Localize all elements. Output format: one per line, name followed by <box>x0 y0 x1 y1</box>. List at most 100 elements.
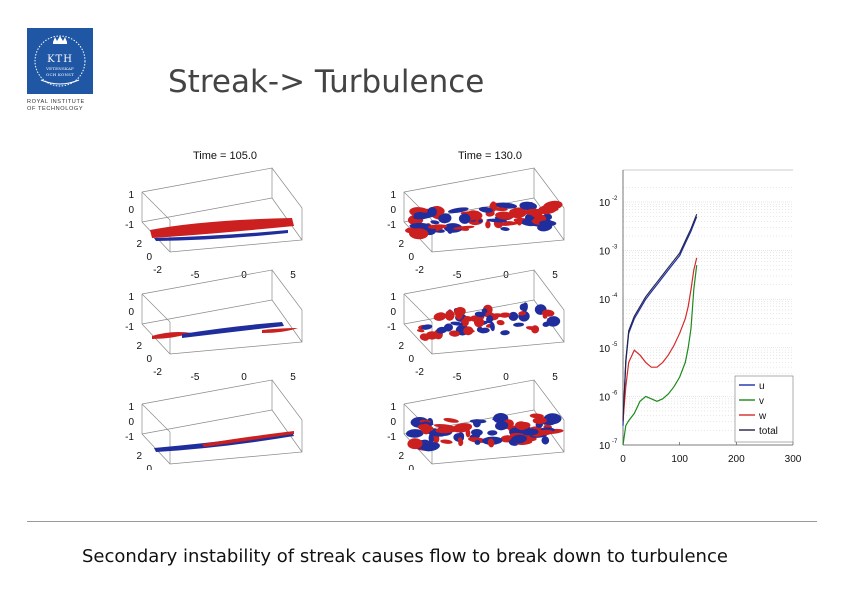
turbulent-structure-blue <box>495 202 518 209</box>
y-tick-label: 0 <box>146 252 152 263</box>
y-tick-label: 10 <box>599 295 611 306</box>
column-title-1: Time = 105.0 <box>193 150 257 162</box>
x-tick-label: 0 <box>620 454 626 465</box>
turbulent-structure-blue <box>500 227 510 231</box>
x-tick-label: 200 <box>728 454 745 465</box>
legend-box <box>734 375 794 443</box>
z-tick-label: 1 <box>128 402 134 413</box>
kth-logo: KTH VETENSKAP OCH KONST <box>27 28 93 94</box>
x-tick-label: 5 <box>290 270 296 281</box>
turbulent-structure-red <box>407 438 423 450</box>
y-tick-label: 10 <box>599 392 611 403</box>
box-front-edge <box>141 269 303 355</box>
turbulent-structure-blue <box>489 321 495 332</box>
series-line-u <box>622 216 698 426</box>
y-tick-label: 10 <box>599 198 611 209</box>
x-tick-label: 5 <box>290 372 296 383</box>
turbulent-structure-blue <box>543 413 562 425</box>
x-tick-label: 5 <box>552 372 558 383</box>
turbulent-structure-red <box>529 413 544 419</box>
y-tick-label: -2 <box>415 367 424 378</box>
logo-wordmark: KTH <box>47 54 73 65</box>
turbulent-structure-red <box>419 333 430 341</box>
turbulent-structure-red <box>495 211 514 220</box>
streak-isosurface-red <box>262 328 298 333</box>
z-tick-label: 0 <box>128 417 134 428</box>
turbulent-structure-red <box>421 423 431 435</box>
z-tick-label: 1 <box>390 190 396 201</box>
turbulent-structure-blue <box>541 436 550 445</box>
z-tick-label: -1 <box>125 220 134 231</box>
streak-isosurface-red <box>150 218 294 238</box>
x-tick-label: 0 <box>241 270 247 281</box>
turbulent-structure-blue <box>436 326 448 334</box>
x-tick-label: 300 <box>785 454 802 465</box>
turbulent-structure-red <box>457 437 463 442</box>
turbulent-structure-blue <box>430 220 440 225</box>
turbulent-structure-blue <box>478 206 493 213</box>
y-tick-label: 2 <box>398 341 404 352</box>
x-tick-label: 0 <box>503 372 509 383</box>
streak-isosurface-red <box>202 431 294 447</box>
x-tick-label: -5 <box>453 270 462 281</box>
z-tick-label: -1 <box>387 220 396 231</box>
y-tick-label: -2 <box>153 367 162 378</box>
turbulent-structure-red <box>433 312 447 321</box>
turbulent-structure-red <box>473 317 485 328</box>
turbulent-structure-blue <box>474 439 481 445</box>
z-tick-label: 1 <box>128 292 134 303</box>
y-tick-label: 0 <box>408 354 414 365</box>
isosurface-panel-6: 10-120-2-505 <box>387 379 565 493</box>
turbulent-structure-blue <box>481 308 488 314</box>
turbulent-structure-blue <box>443 223 463 233</box>
turbulent-structure-blue <box>486 315 494 324</box>
y-tick-label: -2 <box>153 265 162 276</box>
streak-isosurface-blue <box>182 322 284 338</box>
turbulent-structure-blue <box>458 213 471 224</box>
figure: Time = 105.0 Time = 130.0 1 0 -1 2 0 -2 -5 0 5 1 0… <box>112 140 812 493</box>
box-back-edge <box>141 379 273 435</box>
z-tick-label: -1 <box>125 322 134 333</box>
x-tick-label: 0 <box>241 372 247 383</box>
turbulent-structure-red <box>443 417 459 423</box>
turbulent-structure-blue <box>513 322 525 327</box>
turbulent-structure-blue <box>537 222 553 232</box>
turbulent-structure-red <box>502 221 516 225</box>
turbulent-structure-blue <box>450 321 463 326</box>
z-tick-label: 1 <box>390 402 396 413</box>
turbulent-structure-blue <box>478 219 483 223</box>
z-tick-label: 1 <box>128 190 134 201</box>
turbulent-structure-blue <box>519 303 527 311</box>
turbulent-structure-blue <box>471 428 483 436</box>
turbulent-structure-red <box>449 330 460 337</box>
energy-chart: 10 -210 -310 -410 -510 -610 -70 100 200 300uvwtot… <box>599 169 802 465</box>
box-back-edge <box>141 269 273 325</box>
institute-name-line1: ROYAL INSTITUTE <box>27 99 85 105</box>
turbulent-structure-red <box>435 427 457 434</box>
logo-subtext-1: VETENSKAP <box>46 66 74 71</box>
y-tick-label: 10 <box>599 441 611 452</box>
legend-label-u: u <box>759 381 765 392</box>
y-tick-label: 2 <box>136 239 142 250</box>
y-tick-exponent: -5 <box>612 342 618 348</box>
institute-name-line2: OF TECHNOLOGY <box>27 106 84 112</box>
streak-isosurface-red <box>152 332 192 339</box>
turbulent-structure-blue <box>474 311 486 318</box>
y-tick-label: 2 <box>398 239 404 250</box>
turbulent-structure-blue <box>409 222 431 229</box>
turbulent-structure-red <box>515 421 529 431</box>
y-tick-exponent: -3 <box>612 245 618 251</box>
turbulent-structure-blue <box>448 207 469 214</box>
box-back-edge <box>403 269 535 325</box>
z-tick-label: -1 <box>387 432 396 443</box>
y-tick-label: 0 <box>146 464 152 470</box>
turbulent-structure-blue <box>438 213 452 224</box>
z-tick-label: 0 <box>390 307 396 318</box>
streak-isosurface-blue <box>154 230 288 241</box>
y-tick-label: 2 <box>136 451 142 462</box>
box-back-edge <box>141 167 273 223</box>
isosurface-panel-1: 10-120-2 -5 0 5 <box>125 167 303 281</box>
divider-rule <box>27 521 817 522</box>
y-tick-label: 0 <box>408 464 414 470</box>
legend-label-w: w <box>758 411 767 422</box>
